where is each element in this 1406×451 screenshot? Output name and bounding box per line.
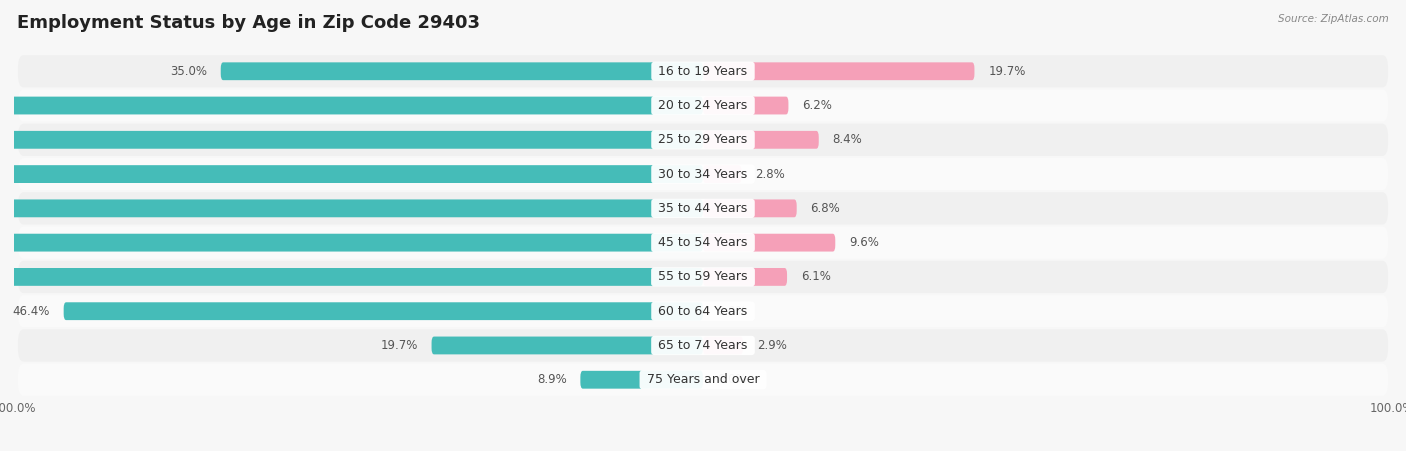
FancyBboxPatch shape [703,268,787,286]
Text: Employment Status by Age in Zip Code 29403: Employment Status by Age in Zip Code 294… [17,14,479,32]
Text: Source: ZipAtlas.com: Source: ZipAtlas.com [1278,14,1389,23]
Text: 6.2%: 6.2% [803,99,832,112]
Text: 6.8%: 6.8% [810,202,841,215]
Text: 65 to 74 Years: 65 to 74 Years [654,339,752,352]
FancyBboxPatch shape [18,192,1388,225]
FancyBboxPatch shape [581,371,703,389]
Text: 35.0%: 35.0% [170,65,207,78]
Text: 19.7%: 19.7% [381,339,418,352]
Text: 75 Years and over: 75 Years and over [643,373,763,386]
FancyBboxPatch shape [703,62,974,80]
FancyBboxPatch shape [703,199,797,217]
Text: 20 to 24 Years: 20 to 24 Years [654,99,752,112]
FancyBboxPatch shape [703,131,818,149]
Text: 0.0%: 0.0% [717,373,747,386]
FancyBboxPatch shape [703,234,835,252]
Text: 45 to 54 Years: 45 to 54 Years [654,236,752,249]
Text: 8.4%: 8.4% [832,133,862,146]
FancyBboxPatch shape [0,199,703,217]
Text: 2.8%: 2.8% [755,168,785,180]
Text: 60 to 64 Years: 60 to 64 Years [654,305,752,318]
FancyBboxPatch shape [18,158,1388,190]
FancyBboxPatch shape [18,226,1388,259]
FancyBboxPatch shape [18,89,1388,122]
Text: 8.9%: 8.9% [537,373,567,386]
Text: 2.9%: 2.9% [756,339,786,352]
FancyBboxPatch shape [221,62,703,80]
Text: 16 to 19 Years: 16 to 19 Years [654,65,752,78]
FancyBboxPatch shape [0,131,703,149]
FancyBboxPatch shape [18,124,1388,156]
Text: 19.7%: 19.7% [988,65,1025,78]
Text: 35 to 44 Years: 35 to 44 Years [654,202,752,215]
FancyBboxPatch shape [0,268,703,286]
FancyBboxPatch shape [18,364,1388,396]
Text: 55 to 59 Years: 55 to 59 Years [654,271,752,283]
Text: 6.1%: 6.1% [801,271,831,283]
FancyBboxPatch shape [703,165,741,183]
FancyBboxPatch shape [432,336,703,354]
FancyBboxPatch shape [18,55,1388,87]
Text: 30 to 34 Years: 30 to 34 Years [654,168,752,180]
Text: 25 to 29 Years: 25 to 29 Years [654,133,752,146]
FancyBboxPatch shape [0,165,703,183]
Text: 0.0%: 0.0% [717,305,747,318]
FancyBboxPatch shape [703,336,742,354]
FancyBboxPatch shape [18,295,1388,327]
FancyBboxPatch shape [0,97,703,115]
Text: 46.4%: 46.4% [13,305,49,318]
FancyBboxPatch shape [18,329,1388,362]
Text: 9.6%: 9.6% [849,236,879,249]
FancyBboxPatch shape [63,302,703,320]
FancyBboxPatch shape [0,234,703,252]
FancyBboxPatch shape [18,261,1388,293]
FancyBboxPatch shape [703,97,789,115]
